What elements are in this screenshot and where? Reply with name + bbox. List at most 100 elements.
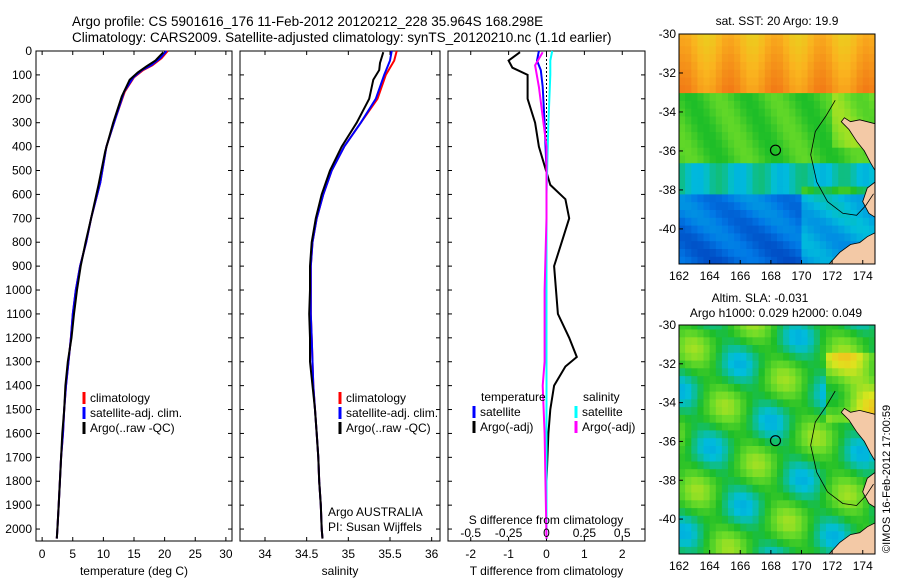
sst-cell [764,84,772,94]
sla-cell [728,453,735,462]
sst-cell [801,45,809,55]
sst-cell [856,154,864,164]
sla-cell [721,445,729,454]
sla-cell [832,414,839,423]
sla-cell [728,391,735,400]
depth-tick-label: 1500 [5,403,32,417]
sla-cell [789,437,796,446]
sst-cell [703,232,711,242]
sst-cell [758,162,766,171]
sla-cell [795,359,803,369]
sst-cell [807,92,815,101]
sst-cell [819,248,827,257]
sst-cell [764,232,772,242]
sla-cell [679,375,686,384]
sst-cell [746,217,754,226]
sla-cell [764,359,772,369]
sla-cell [709,414,717,423]
sla-cell [709,325,717,330]
sst-cell [764,115,772,125]
sla-cell [728,476,735,485]
sst-cell [685,84,692,94]
sst-cell [758,248,766,257]
sla-cell [862,460,870,470]
sst-cell [801,34,809,39]
sst-cell [746,201,754,210]
salinity-xtick-label: 35 [342,547,356,561]
sst-cell [740,232,747,242]
sst-cell [697,92,705,101]
sst-cell [721,209,729,218]
sst-cell [777,61,784,70]
sst-cell [679,209,686,218]
sla-cell [868,460,875,470]
sla-cell [703,484,711,493]
sst-cell [697,209,705,218]
sst-cell [868,34,875,39]
sst-cell [832,232,839,242]
salinity-legend-title: salinity [583,390,620,404]
sla-cell [789,499,796,509]
sla-cell [697,499,705,509]
sst-cell [697,84,705,94]
sst-cell [764,170,772,179]
sst-cell [801,61,809,70]
sst-cell [734,209,741,218]
sst-cell [697,256,705,264]
sst-cell [685,186,692,195]
sst-cell [721,131,729,140]
sst-cell [752,248,760,257]
sla-cell [826,484,833,493]
sla-cell [832,383,839,392]
sla-cell [777,398,784,408]
sla-cell [807,515,815,524]
sst-cell [679,248,686,257]
sla-cell [752,499,760,509]
sla-cell [691,398,698,408]
sla-cell [795,453,803,462]
sla-cell [721,460,729,470]
sla-cell [777,530,784,540]
sst-cell [679,232,686,242]
sla-cell [715,398,723,408]
sla-cell [734,352,741,361]
sst-cell [703,209,711,218]
sla-cell [777,468,784,477]
sla-cell [697,453,705,462]
sla-cell [685,538,692,547]
sst-cell [838,45,845,55]
sst-cell [783,108,790,117]
sst-cell [703,115,711,125]
sla-map-frame [678,324,876,555]
sla-cell [691,499,698,509]
sla-cell [752,468,760,477]
sst-cell [721,69,729,78]
sla-cell [758,414,766,423]
sst-cell [795,53,803,62]
sst-cell [807,108,815,117]
sla-cell [819,328,827,338]
sla-cell [850,352,858,361]
sla-cell [709,398,717,408]
sla-cell [764,491,772,501]
depth-tick-label: 700 [12,211,32,225]
sst-cell [709,209,717,218]
sla-cell [795,367,803,377]
sla-cell [764,352,772,361]
sst-cell [715,209,723,218]
temperature-xtick-label: 15 [127,547,141,561]
sla-cell [703,367,711,377]
sla-cell [721,507,729,516]
sst-cell [789,37,796,47]
sla-cell [832,530,839,540]
sla-cell [685,546,692,554]
sla-cell [703,328,711,338]
sst-cell [746,256,754,264]
sla-cell [703,491,711,501]
sst-cell [813,170,821,179]
sla-cell [697,328,705,338]
sla-cell [746,522,754,532]
sst-cell [752,100,760,109]
sst-cell [691,178,698,187]
sst-cell [838,115,845,125]
